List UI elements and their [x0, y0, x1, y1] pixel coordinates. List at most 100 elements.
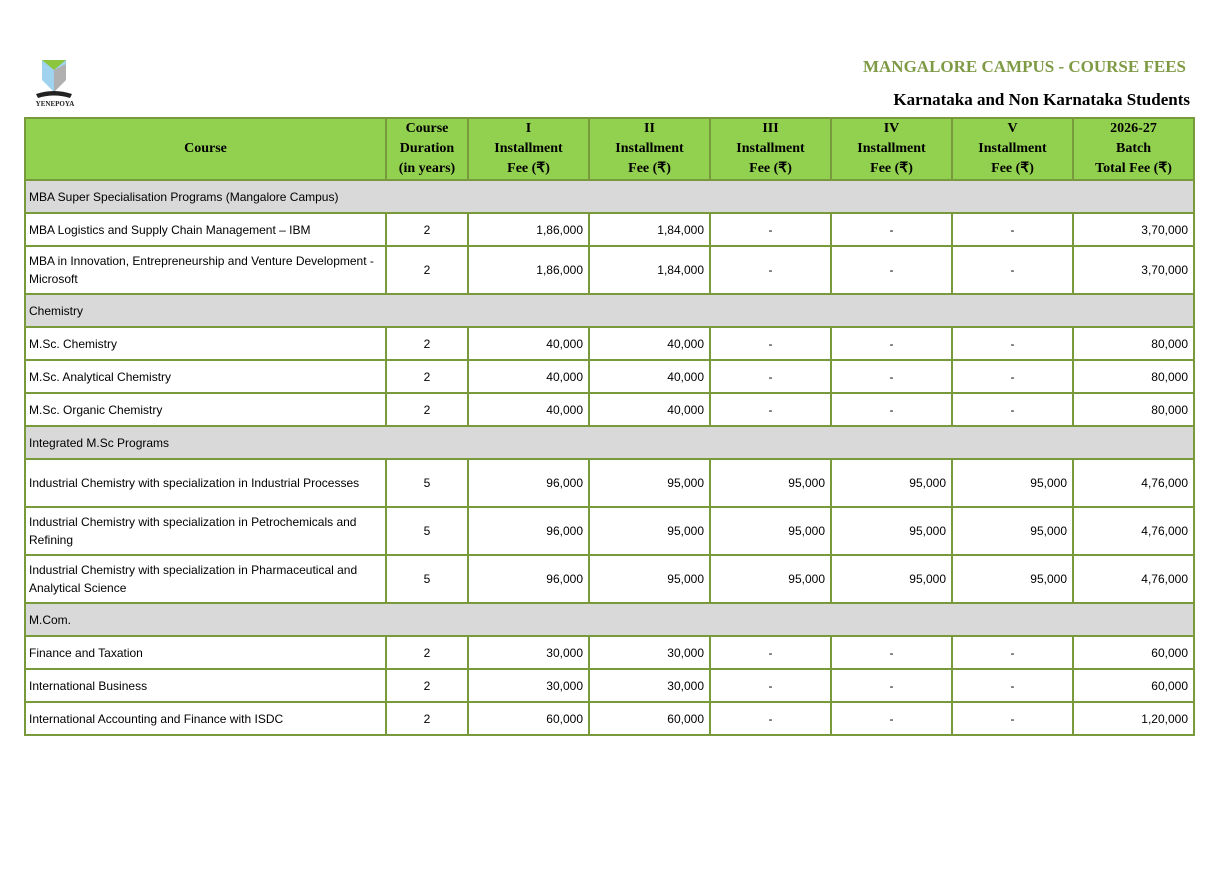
cell-duration: 2: [385, 392, 469, 427]
cell-installment-5: -: [951, 326, 1074, 361]
column-header-installment-4: IV Installment Fee (₹): [830, 117, 953, 181]
cell-course: International Business: [24, 668, 387, 703]
cell-installment-2: 95,000: [588, 506, 711, 556]
cell-duration: 2: [385, 212, 469, 247]
column-header-installment-2: II Installment Fee (₹): [588, 117, 711, 181]
cell-installment-1: 40,000: [467, 326, 590, 361]
cell-course: International Accounting and Finance wit…: [24, 701, 387, 736]
cell-installment-4: -: [830, 359, 953, 394]
cell-course: M.Sc. Organic Chemistry: [24, 392, 387, 427]
cell-installment-2: 40,000: [588, 392, 711, 427]
page-subtitle: Karnataka and Non Karnataka Students: [893, 90, 1190, 109]
cell-installment-2: 1,84,000: [588, 245, 711, 295]
cell-installment-4: 95,000: [830, 506, 953, 556]
cell-installment-4: -: [830, 701, 953, 736]
column-header-installment-3: III Installment Fee (₹): [709, 117, 832, 181]
cell-total-fee: 4,76,000: [1072, 458, 1195, 508]
section-title: M.Com.: [24, 602, 1195, 637]
header-row: Course Course Duration (in years) I Installme…: [24, 117, 1195, 181]
cell-duration: 2: [385, 326, 469, 361]
section-row: MBA Super Specialisation Programs (Manga…: [24, 179, 1195, 214]
cell-installment-5: -: [951, 245, 1074, 295]
cell-total-fee: 4,76,000: [1072, 506, 1195, 556]
cell-course: M.Sc. Chemistry: [24, 326, 387, 361]
cell-installment-4: 95,000: [830, 554, 953, 604]
cell-course: MBA in Innovation, Entrepreneurship and …: [24, 245, 387, 295]
section-row: M.Com.: [24, 602, 1195, 637]
table-row: International Business 2 30,000 30,000- - -60…: [24, 668, 1195, 703]
logo-text: YENEPOYA: [35, 100, 75, 108]
column-header-installment-5: V Installment Fee (₹): [951, 117, 1074, 181]
cell-installment-1: 96,000: [467, 458, 590, 508]
cell-total-fee: 80,000: [1072, 359, 1195, 394]
cell-installment-3: -: [709, 212, 832, 247]
cell-installment-3: 95,000: [709, 554, 832, 604]
table-row: MBA in Innovation, Entrepreneurship and …: [24, 245, 1195, 295]
table-row: M.Sc. Chemistry 2 40,000 40,000- - -80,000: [24, 326, 1195, 361]
cell-installment-4: -: [830, 326, 953, 361]
cell-installment-5: -: [951, 701, 1074, 736]
cell-installment-5: -: [951, 668, 1074, 703]
cell-installment-2: 95,000: [588, 458, 711, 508]
cell-course: Industrial Chemistry with specialization…: [24, 554, 387, 604]
table-row: International Accounting and Finance wit…: [24, 701, 1195, 736]
cell-installment-3: -: [709, 392, 832, 427]
section-row: Chemistry: [24, 293, 1195, 328]
cell-installment-5: -: [951, 635, 1074, 670]
cell-installment-5: 95,000: [951, 554, 1074, 604]
cell-installment-3: -: [709, 359, 832, 394]
yenepoya-logo: [36, 60, 72, 98]
cell-course: Industrial Chemistry with specialization…: [24, 506, 387, 556]
cell-installment-2: 95,000: [588, 554, 711, 604]
cell-total-fee: 3,70,000: [1072, 212, 1195, 247]
cell-installment-1: 40,000: [467, 359, 590, 394]
table-row: M.Sc. Organic Chemistry 2 40,000 40,000- - -8…: [24, 392, 1195, 427]
cell-installment-5: 95,000: [951, 458, 1074, 508]
cell-installment-2: 1,84,000: [588, 212, 711, 247]
cell-installment-2: 40,000: [588, 359, 711, 394]
table-row: Finance and Taxation 2 30,000 30,000- - -60,0…: [24, 635, 1195, 670]
cell-installment-4: -: [830, 668, 953, 703]
cell-installment-5: -: [951, 212, 1074, 247]
cell-installment-1: 30,000: [467, 635, 590, 670]
cell-installment-3: -: [709, 701, 832, 736]
fee-table: Course Course Duration (in years) I Installme…: [24, 117, 1195, 736]
table-row: Industrial Chemistry with specialization…: [24, 458, 1195, 508]
cell-installment-4: -: [830, 392, 953, 427]
table-row: MBA Logistics and Supply Chain Managemen…: [24, 212, 1195, 247]
column-header-installment-1: I Installment Fee (₹): [467, 117, 590, 181]
cell-course: Finance and Taxation: [24, 635, 387, 670]
cell-installment-2: 40,000: [588, 326, 711, 361]
page-title: MANGALORE CAMPUS - COURSE FEES: [862, 57, 1186, 76]
cell-installment-5: -: [951, 392, 1074, 427]
cell-installment-4: -: [830, 212, 953, 247]
cell-installment-2: 30,000: [588, 635, 711, 670]
cell-duration: 2: [385, 245, 469, 295]
cell-installment-4: 95,000: [830, 458, 953, 508]
cell-installment-3: -: [709, 668, 832, 703]
cell-duration: 2: [385, 635, 469, 670]
column-header-duration: Course Duration (in years): [385, 117, 469, 181]
cell-installment-2: 30,000: [588, 668, 711, 703]
cell-total-fee: 80,000: [1072, 392, 1195, 427]
cell-installment-5: 95,000: [951, 506, 1074, 556]
table-row: M.Sc. Analytical Chemistry 2 40,000 40,000-…: [24, 359, 1195, 394]
cell-course: Industrial Chemistry with specialization…: [24, 458, 387, 508]
section-row: Integrated M.Sc Programs: [24, 425, 1195, 460]
cell-duration: 2: [385, 701, 469, 736]
cell-course: M.Sc. Analytical Chemistry: [24, 359, 387, 394]
cell-installment-3: -: [709, 326, 832, 361]
cell-duration: 5: [385, 554, 469, 604]
cell-installment-1: 60,000: [467, 701, 590, 736]
cell-duration: 5: [385, 458, 469, 508]
section-title: Integrated M.Sc Programs: [24, 425, 1195, 460]
cell-installment-1: 1,86,000: [467, 212, 590, 247]
column-header-total-fee: 2026-27 Batch Total Fee (₹): [1072, 117, 1195, 181]
cell-installment-1: 96,000: [467, 506, 590, 556]
section-title: MBA Super Specialisation Programs (Manga…: [24, 179, 1195, 214]
cell-installment-3: 95,000: [709, 506, 832, 556]
table-row: Industrial Chemistry with specialization…: [24, 506, 1195, 556]
column-header-course: Course: [24, 117, 387, 181]
cell-installment-5: -: [951, 359, 1074, 394]
cell-installment-3: -: [709, 245, 832, 295]
